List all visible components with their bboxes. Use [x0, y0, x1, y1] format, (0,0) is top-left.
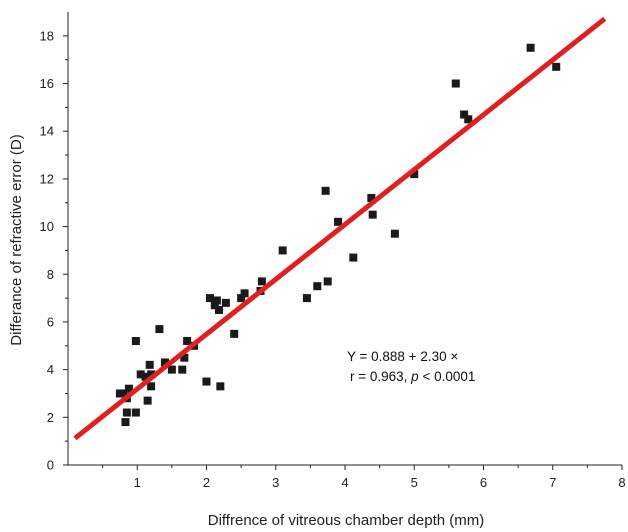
y-tick-label: 12 [40, 171, 54, 186]
data-point [368, 210, 377, 219]
data-point [167, 365, 176, 374]
data-point [143, 396, 152, 405]
data-point [278, 246, 287, 255]
annotation-equation: Y = 0.888 + 2.30 × [347, 349, 458, 364]
data-point [214, 306, 223, 315]
y-axis-title: Differance of refractive error (D) [8, 134, 25, 345]
data-point [183, 337, 192, 346]
x-tick-label: 5 [411, 475, 418, 490]
data-point [321, 186, 330, 195]
x-tick-label: 2 [203, 475, 210, 490]
data-point [302, 294, 311, 303]
data-point [240, 289, 249, 298]
x-tick-label: 1 [134, 475, 141, 490]
data-point [257, 277, 266, 286]
data-point [121, 418, 130, 427]
data-point [210, 301, 219, 310]
y-tick-label: 4 [47, 362, 54, 377]
data-point [410, 170, 419, 179]
data-point [155, 325, 164, 334]
annotation-stats-suffix: < 0.0001 [419, 369, 476, 384]
x-axis-title: Diffrence of vitreous chamber depth (mm) [208, 512, 485, 529]
x-tick-label: 8 [618, 475, 625, 490]
y-tick-label: 6 [47, 314, 54, 329]
data-point [131, 408, 140, 417]
data-point [136, 370, 145, 379]
data-point [349, 253, 358, 262]
data-point [178, 365, 187, 374]
data-point [313, 282, 322, 291]
data-point [237, 294, 246, 303]
annotation: Y = 0.888 + 2.30 × r = 0.963, p < 0.0001 [347, 349, 475, 384]
data-point [216, 382, 225, 391]
data-point [552, 62, 561, 71]
annotation-stats-p: p [410, 369, 419, 384]
y-tick-label: 18 [40, 28, 54, 43]
x-tick-label: 6 [480, 475, 487, 490]
x-tick-label: 3 [272, 475, 279, 490]
data-point [180, 353, 189, 362]
annotation-stats-prefix: r = 0.963, [350, 369, 411, 384]
data-point [323, 277, 332, 286]
data-point [390, 229, 399, 238]
data-point [526, 43, 535, 52]
data-point [160, 358, 169, 367]
x-tick-label: 4 [341, 475, 348, 490]
y-tick-label: 8 [47, 267, 54, 282]
data-point [230, 329, 239, 338]
regression-line [73, 16, 607, 441]
y-tick-label: 16 [40, 76, 54, 91]
data-point [147, 382, 156, 391]
data-point [464, 115, 473, 124]
data-point [131, 337, 140, 346]
annotation-stats: r = 0.963, p < 0.0001 [350, 369, 475, 384]
data-point [119, 389, 128, 398]
data-point [124, 384, 133, 393]
data-point [147, 370, 156, 379]
y-tick-label: 0 [47, 458, 54, 473]
data-point [141, 372, 150, 381]
x-tick-label: 7 [549, 475, 556, 490]
data-point [367, 193, 376, 202]
data-point [145, 360, 154, 369]
y-tick-label: 14 [40, 124, 54, 139]
data-point [205, 294, 214, 303]
data-point [212, 296, 221, 305]
data-point [451, 79, 460, 88]
data-points [115, 43, 561, 427]
y-tick-label: 2 [47, 410, 54, 425]
regression-line-group [73, 16, 607, 441]
data-point [460, 110, 469, 119]
y-tick-label: 10 [40, 219, 54, 234]
data-point [334, 217, 343, 226]
data-point [122, 408, 131, 417]
data-point [202, 377, 211, 386]
data-point [221, 298, 230, 307]
